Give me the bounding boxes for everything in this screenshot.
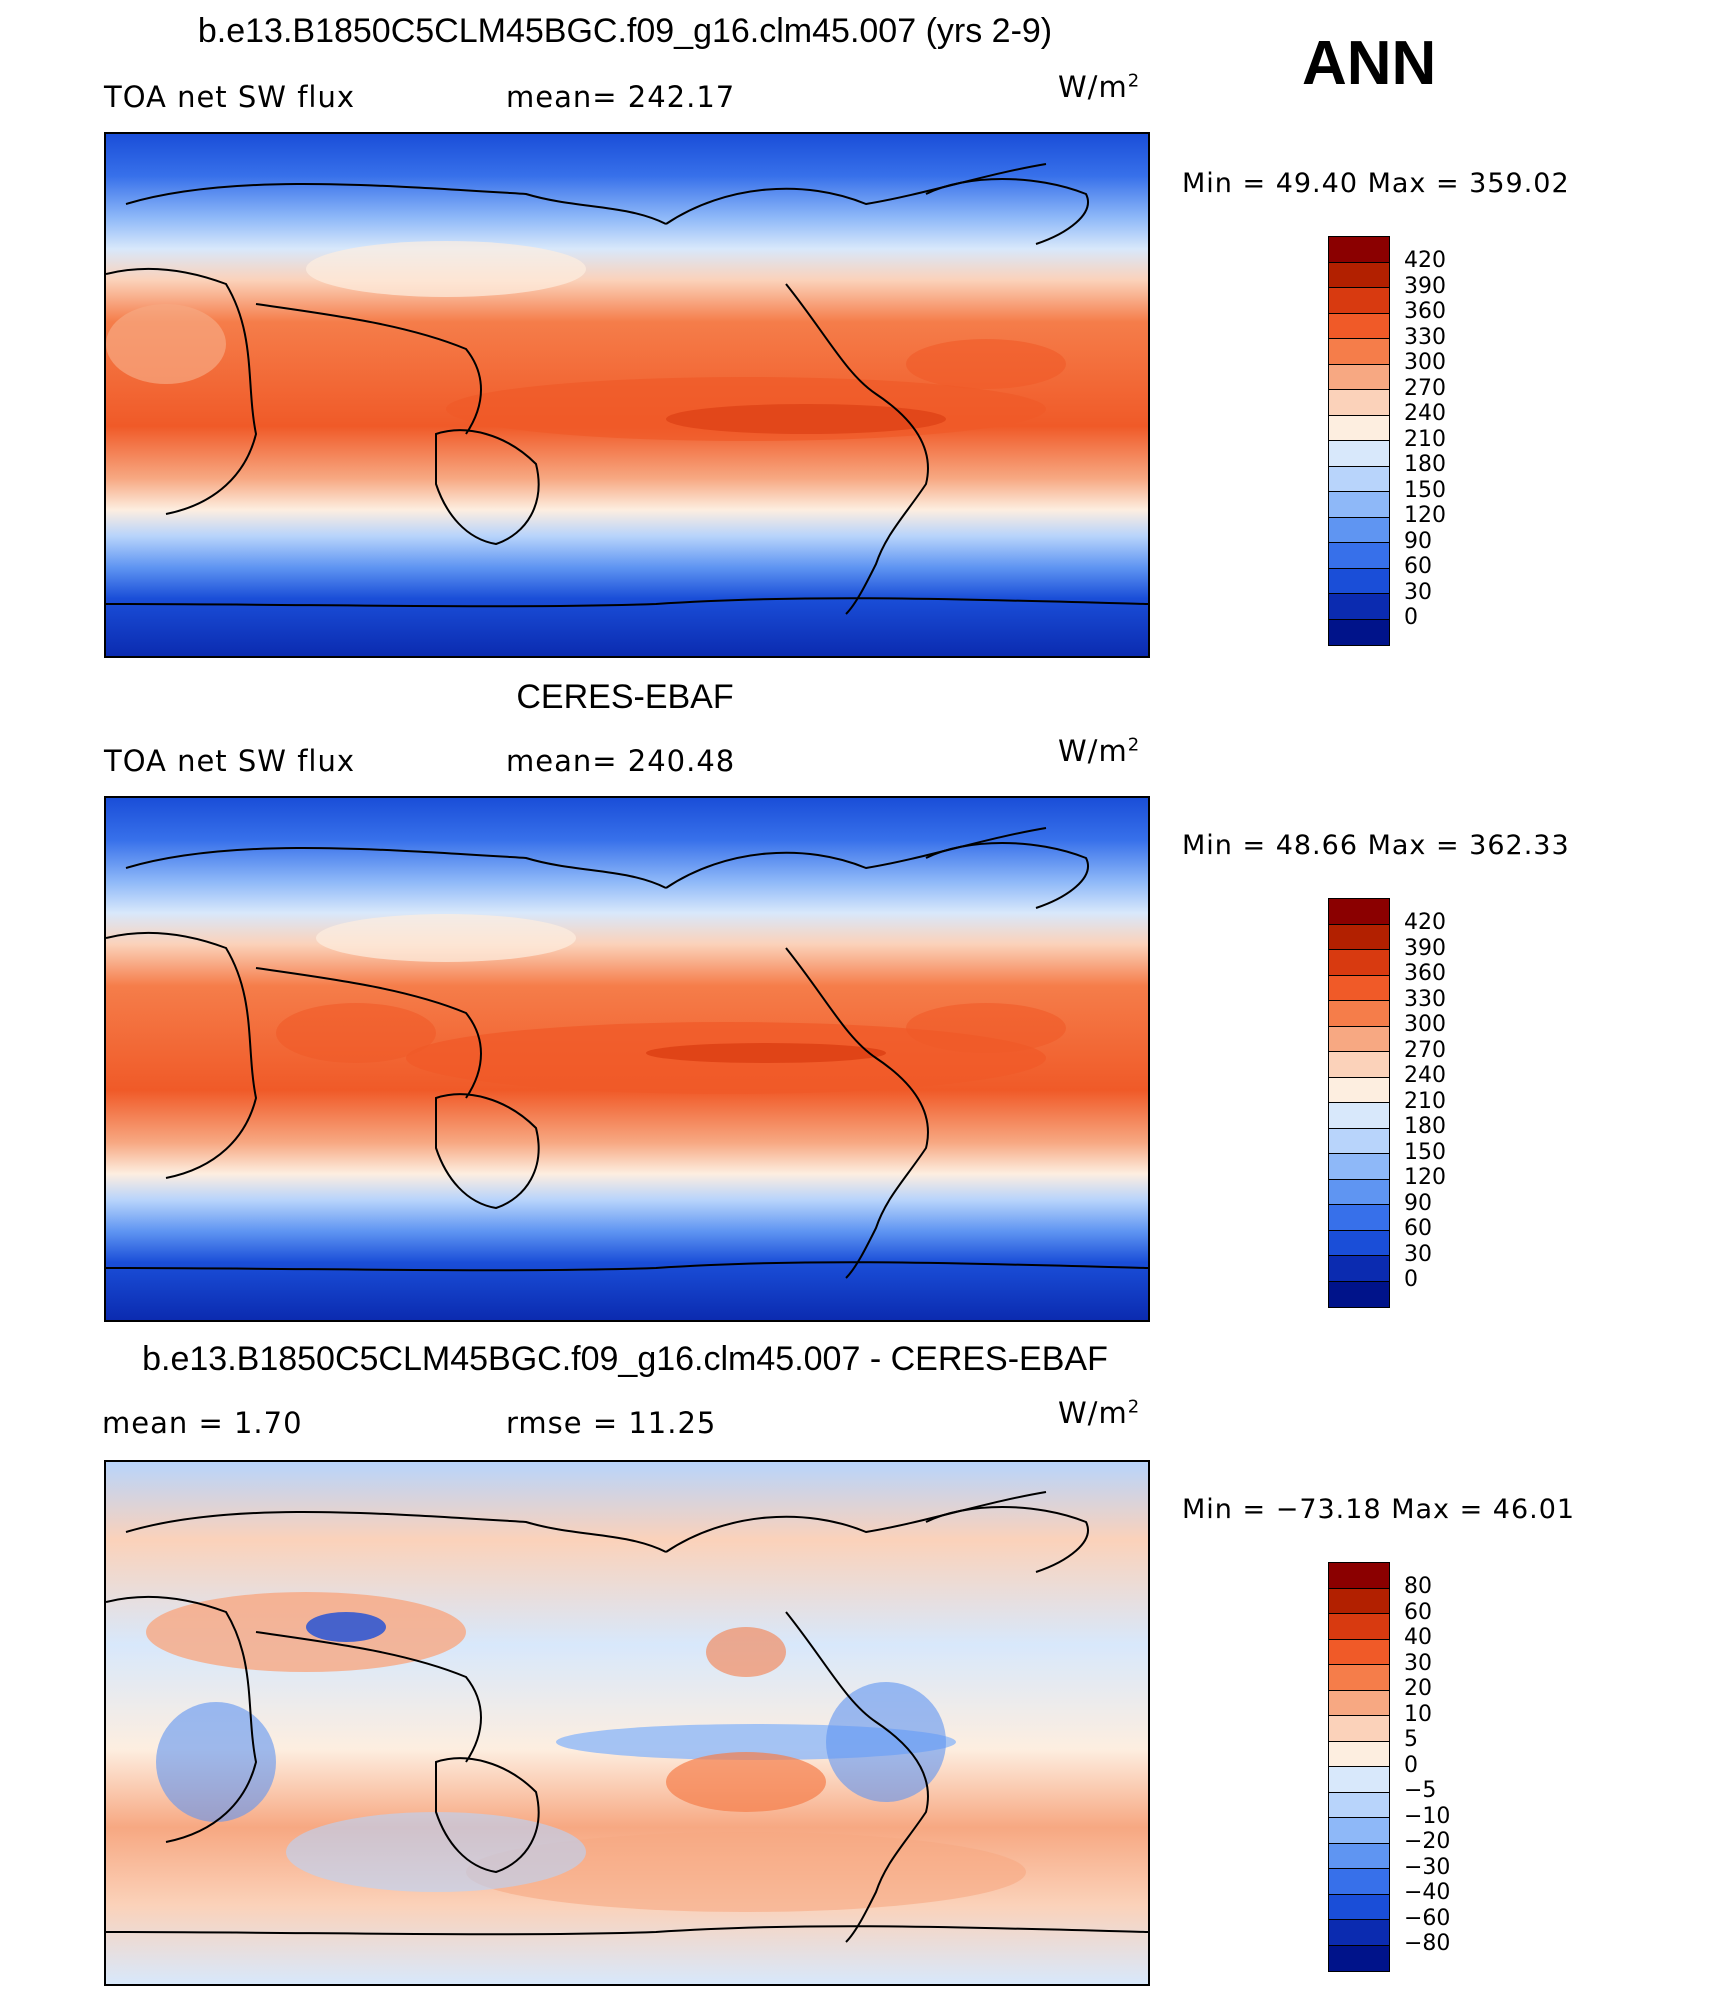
cb-label: 420	[1404, 910, 1446, 935]
cb-label: 90	[1404, 1190, 1432, 1216]
panel-1-title: b.e13.B1850C5CLM45BGC.f09_g16.clm45.007 …	[197, 12, 1053, 50]
panel-1-map	[104, 132, 1150, 658]
cb-label: −30	[1404, 1854, 1451, 1880]
cb-label: 330	[1404, 324, 1446, 350]
cb-label: −40	[1404, 1880, 1451, 1905]
cb-label: 10	[1404, 1701, 1432, 1727]
cb-label: 360	[1404, 961, 1446, 986]
panel-2-variable: TOA net SW flux	[104, 744, 356, 778]
cb-label: 390	[1404, 935, 1446, 961]
cb-label: −5	[1404, 1778, 1437, 1803]
panel-1-minmax: Min = 49.40 Max = 359.02	[1182, 168, 1570, 199]
panel-3-colorbar	[1328, 1562, 1390, 1972]
panel-2-mean: mean= 240.48	[506, 744, 736, 778]
cb-label: 20	[1404, 1676, 1432, 1701]
cb-label: 60	[1404, 1216, 1432, 1241]
cb-label: 270	[1404, 1037, 1446, 1063]
season-label: ANN	[1302, 29, 1437, 98]
cb-label: 210	[1404, 1088, 1446, 1114]
cb-label: 240	[1404, 401, 1446, 426]
panel-2-colorbar	[1328, 898, 1390, 1308]
panel-1-colorbar-labels: 420 390 360 330 300 270 240 210 180 150 …	[1404, 248, 1446, 631]
cb-label: 120	[1404, 1165, 1446, 1190]
panel-2-title: CERES-EBAF	[516, 678, 734, 716]
cb-label: 180	[1404, 452, 1446, 477]
panel-2-minmax: Min = 48.66 Max = 362.33	[1182, 830, 1570, 861]
panel-2-colorbar-labels: 420 390 360 330 300 270 240 210 180 150 …	[1404, 910, 1446, 1293]
cb-label: 300	[1404, 1012, 1446, 1037]
cb-label: 120	[1404, 503, 1446, 528]
cb-label: 270	[1404, 375, 1446, 401]
cb-label: 240	[1404, 1063, 1446, 1088]
cb-label: 30	[1404, 579, 1432, 605]
cb-label: 30	[1404, 1650, 1432, 1676]
cb-label: 150	[1404, 477, 1446, 503]
cb-label: −60	[1404, 1905, 1451, 1931]
cb-label: 150	[1404, 1139, 1446, 1165]
cb-label: 0	[1404, 1752, 1418, 1778]
cb-label: 0	[1404, 605, 1418, 630]
cb-label: 180	[1404, 1114, 1446, 1139]
panel-2-map-svg	[106, 798, 1148, 1320]
cb-label: 5	[1404, 1727, 1418, 1752]
panel-1-variable: TOA net SW flux	[104, 80, 356, 114]
cb-label: 330	[1404, 986, 1446, 1012]
panel-1-units: W/m2	[1058, 70, 1141, 104]
panel-3-units: W/m2	[1058, 1396, 1141, 1430]
cb-label: −20	[1404, 1829, 1451, 1854]
cb-label: 60	[1404, 554, 1432, 579]
panel-2-units: W/m2	[1058, 734, 1141, 768]
cb-label: 390	[1404, 273, 1446, 299]
cb-label: 210	[1404, 426, 1446, 452]
cb-label: 0	[1404, 1267, 1418, 1292]
cb-label: 420	[1404, 248, 1446, 273]
cb-label: 60	[1404, 1599, 1432, 1625]
panel-3-title: b.e13.B1850C5CLM45BGC.f09_g16.clm45.007 …	[142, 1340, 1108, 1378]
cb-label: 90	[1404, 528, 1432, 554]
cb-label: −10	[1404, 1803, 1451, 1829]
cb-label: 40	[1404, 1625, 1432, 1650]
panel-3-map	[104, 1460, 1150, 1986]
panel-2-map	[104, 796, 1150, 1322]
cb-label: −80	[1404, 1931, 1451, 1956]
panel-3-map-svg	[106, 1462, 1148, 1984]
panel-1-colorbar	[1328, 236, 1390, 646]
panel-3-colorbar-labels: 80 60 40 30 20 10 5 0 −5 −10 −20 −30 −40…	[1404, 1574, 1450, 1957]
cb-label: 30	[1404, 1241, 1432, 1267]
panel-1-map-svg	[106, 134, 1148, 656]
panel-3-mean: mean = 1.70	[102, 1406, 303, 1440]
cb-label: 360	[1404, 299, 1446, 324]
panel-1-mean: mean= 242.17	[506, 80, 736, 114]
panel-3-rmse: rmse = 11.25	[506, 1406, 717, 1440]
panel-3-minmax: Min = −73.18 Max = 46.01	[1182, 1494, 1576, 1525]
cb-label: 80	[1404, 1574, 1432, 1599]
cb-label: 300	[1404, 350, 1446, 375]
